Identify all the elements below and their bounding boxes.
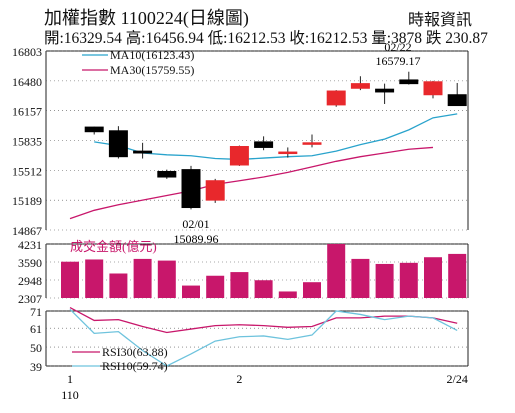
volume-bar [375,263,394,298]
candle-body [326,90,346,106]
volume-bar [133,258,152,298]
candle-body [399,79,419,85]
price-axis-tick-label: 16157 [12,105,42,119]
volume-bar [85,259,104,298]
volume-bar [424,257,442,298]
candle-body [278,151,298,155]
rsi30-line [69,306,458,334]
volume-axis-tick-label: 3590 [18,256,42,270]
candle-body [133,150,153,154]
candle-body [350,83,370,89]
candle-body [84,126,104,133]
chart-title: 加權指數 1100224(日線圖) [44,8,249,28]
candle-body [447,94,467,107]
candle-body [423,81,443,96]
volume-bar [351,258,370,298]
price-axis-tick-label: 15835 [12,135,42,149]
volume-bar [109,273,128,298]
volume-bar [327,244,346,298]
x-tick-label: 2/24 [447,372,468,386]
ma30-line [69,146,434,220]
ma30-legend-label: MA30(15759.55) [110,63,194,77]
volume-panel-title: 成交金額(億元) [70,239,157,254]
volume-axis-tick-label: 2307 [18,292,42,306]
candle-body [205,180,225,201]
candle-body [375,88,395,93]
candle-body [302,142,322,145]
volume-bar [230,272,249,298]
rsi-axis-tick-label: 39 [30,360,42,374]
candle-body [157,170,177,178]
candle-body [108,130,128,158]
candle-body [254,141,274,148]
rsi10-line [69,308,458,367]
volume-bar [61,261,79,298]
price-axis-tick-label: 15512 [12,164,42,178]
high-annotation-value: 16579.17 [376,54,421,68]
x-tick-label: 2 [236,372,242,386]
low-annotation-value: 15089.96 [174,232,219,246]
rsi-axis-tick-label: 61 [30,322,42,336]
source-label: 時報資訊 [408,12,473,29]
candle-body [181,169,201,209]
low-annotation-date: 02/01 [182,217,209,231]
rsi-axis-tick-label: 71 [30,305,42,319]
volume-bar [278,291,297,298]
rsi30-legend-label: RSI30(63.88) [102,345,168,359]
volume-bar [182,285,200,298]
stats-line: 開:16329.54 高:16456.94 低:16212.53 收:16212… [44,30,488,47]
volume-axis-tick-label: 2948 [18,274,42,288]
price-axis-tick-label: 16480 [12,75,42,89]
volume-bar [254,280,273,298]
high-annotation-date: 02/22 [384,40,411,54]
volume-bar [157,260,176,298]
volume-axis-tick-label: 4231 [18,238,42,252]
volume-bar [448,253,467,298]
volume-bar [303,282,321,298]
ma10-line [94,113,458,161]
price-axis-tick-label: 16803 [12,45,42,59]
price-axis-tick-label: 14867 [12,224,42,238]
rsi-axis-tick-label: 50 [30,341,42,355]
volume-bar [399,262,418,298]
price-axis-tick-label: 15189 [12,194,42,208]
ma10-legend-label: MA10(16123.43) [110,48,194,62]
rsi10-legend-label: RSI10(59.74) [102,359,168,373]
x-tick-label: 1 [67,372,73,386]
volume-bar [206,275,225,298]
candle-body [229,146,249,166]
x-tick-label: 110 [61,388,79,402]
